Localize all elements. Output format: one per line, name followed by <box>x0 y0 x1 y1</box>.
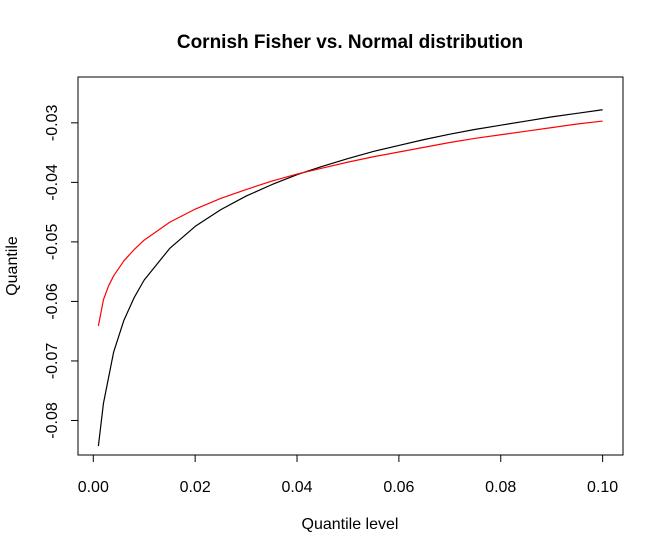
x-tick-label: 0.10 <box>587 479 618 496</box>
x-tick-label: 0.06 <box>383 479 414 496</box>
y-axis: -0.08 -0.07 -0.06 -0.05 -0.04 -0.03 <box>44 105 79 439</box>
x-tick-label: 0.08 <box>485 479 516 496</box>
chart-title: Cornish Fisher vs. Normal distribution <box>177 32 523 53</box>
plot-frame <box>77 76 624 456</box>
x-tick-label: 0.02 <box>180 479 211 496</box>
y-axis-label: Quantile <box>4 236 21 296</box>
series-line-2 <box>97 120 603 326</box>
y-tick-label: -0.03 <box>44 105 61 142</box>
x-axis: 0.00 0.02 0.04 0.06 0.08 0.10 <box>78 454 618 496</box>
y-tick-label: -0.06 <box>44 283 61 320</box>
x-tick-label: 0.00 <box>78 479 109 496</box>
series-line-1 <box>97 109 603 447</box>
y-tick-label: -0.08 <box>44 402 61 439</box>
x-tick-label: 0.04 <box>281 479 312 496</box>
y-tick-label: -0.05 <box>44 224 61 261</box>
series-layer <box>97 109 603 447</box>
y-tick-label: -0.04 <box>44 164 61 201</box>
x-axis-label: Quantile level <box>302 516 399 533</box>
y-tick-label: -0.07 <box>44 343 61 380</box>
